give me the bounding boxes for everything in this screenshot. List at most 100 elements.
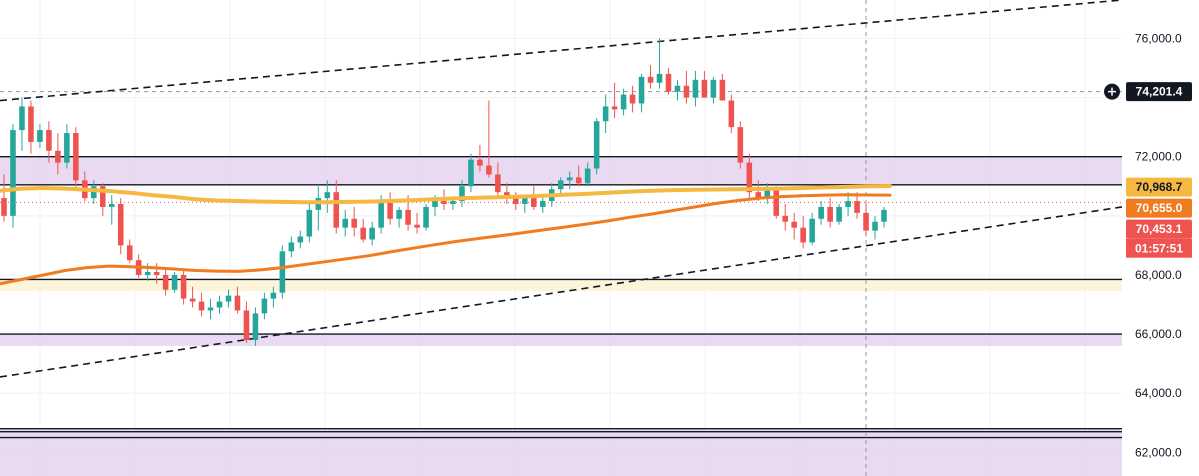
candle-body-up — [845, 201, 851, 207]
candle-body-down — [55, 151, 61, 163]
candle-body-down — [827, 207, 833, 222]
price-badge-label: 70,968.7 — [1136, 180, 1183, 194]
candle-body-up — [37, 130, 43, 142]
candle-body-down — [333, 192, 339, 227]
candle-body-up — [522, 198, 528, 204]
candle-body-up — [253, 313, 259, 340]
candle-body-down — [360, 228, 366, 240]
candle-body-down — [486, 166, 492, 175]
candle-body-up — [711, 80, 717, 98]
candle-body-down — [235, 296, 241, 311]
grid — [0, 0, 1122, 476]
candle-body-up — [594, 121, 600, 168]
candle-body-up — [109, 204, 115, 207]
price-badge-label: 70,453.1 — [1136, 222, 1183, 236]
candle-body-up — [64, 133, 70, 163]
candle-body-down — [118, 204, 124, 245]
candle-body-down — [791, 222, 797, 228]
candle-body-up — [423, 207, 429, 228]
candle-body-down — [702, 80, 708, 98]
candle-body-up — [558, 180, 564, 189]
moving-averages — [0, 186, 890, 284]
candle-body-up — [208, 307, 214, 310]
ma-orange-line — [0, 195, 890, 284]
candle-body-up — [621, 95, 627, 110]
candle-body-up — [217, 302, 223, 308]
candle-body-down — [729, 101, 735, 128]
candle-body-down — [73, 133, 79, 180]
y-tick-label: 76,000.0 — [1135, 31, 1182, 45]
candle-body-down — [773, 189, 779, 216]
candle-body-down — [738, 127, 744, 162]
candle-body-down — [800, 228, 806, 243]
candle-body-down — [441, 201, 447, 204]
candle-body-up — [262, 299, 268, 314]
candle-body-up — [657, 74, 663, 83]
price-badge-label: 70,655.0 — [1136, 201, 1183, 215]
upper-trendline — [0, 0, 1122, 101]
candle-body-up — [298, 237, 304, 243]
candle-body-down — [46, 130, 52, 151]
candle-body-up — [432, 201, 438, 207]
candle-body-up — [540, 201, 546, 207]
candle-body-up — [603, 106, 609, 121]
candle-body-down — [1, 198, 7, 216]
candle-body-down — [405, 210, 411, 225]
candle-body-down — [244, 310, 250, 340]
candle-body-down — [181, 275, 187, 299]
candle-body-up — [145, 272, 151, 275]
candle-body-up — [693, 80, 699, 98]
candle-body-up — [872, 222, 878, 231]
candle-body-up — [378, 201, 384, 228]
candle-body-down — [666, 74, 672, 92]
candle-body-up — [10, 130, 16, 216]
candle-body-down — [720, 80, 726, 101]
candle-body-up — [289, 242, 295, 251]
candle-body-up — [271, 293, 277, 299]
candle-body-up — [836, 207, 842, 222]
candle-body-down — [863, 213, 869, 231]
countdown-label: 01:57:51 — [1135, 242, 1183, 256]
candle-body-up — [585, 169, 591, 184]
candle-body-down — [495, 174, 501, 192]
candle-body-up — [639, 77, 645, 104]
candle-body-down — [154, 272, 160, 275]
candle-body-down — [414, 225, 420, 228]
candle-body-up — [881, 210, 887, 222]
candle-body-up — [675, 86, 681, 92]
candle-body-up — [396, 210, 402, 219]
candle-body-down — [576, 177, 582, 183]
candle-body-down — [648, 77, 654, 83]
price-badge-label: 74,201.4 — [1136, 85, 1183, 99]
y-tick-label: 62,000.0 — [1135, 445, 1182, 459]
candle-body-up — [818, 207, 824, 219]
candle-body-down — [190, 299, 196, 302]
candle-body-up — [369, 228, 375, 240]
zone-purple — [0, 429, 1122, 476]
candle-body-up — [280, 251, 286, 292]
candle-body-down — [387, 201, 393, 219]
candle-body-down — [684, 86, 690, 98]
candle-body-up — [342, 219, 348, 228]
candle-body-down — [782, 216, 788, 222]
candle-body-down — [513, 198, 519, 204]
candle-body-up — [226, 296, 232, 302]
y-tick-label: 72,000.0 — [1135, 150, 1182, 164]
zone-purple — [0, 334, 1122, 346]
candle-body-down — [612, 106, 618, 109]
candle-body-down — [28, 106, 34, 141]
candle-body-down — [127, 245, 133, 260]
candle-body-down — [531, 198, 537, 207]
candle-body-down — [199, 302, 205, 311]
candle-body-up — [324, 192, 330, 198]
candle-body-up — [172, 275, 178, 290]
y-tick-label: 66,000.0 — [1135, 327, 1182, 341]
candle-body-up — [809, 219, 815, 243]
candle-body-up — [19, 106, 25, 130]
candle-body-down — [630, 95, 636, 104]
candle-body-down — [351, 219, 357, 228]
y-tick-label: 64,000.0 — [1135, 386, 1182, 400]
zones — [0, 157, 1122, 476]
